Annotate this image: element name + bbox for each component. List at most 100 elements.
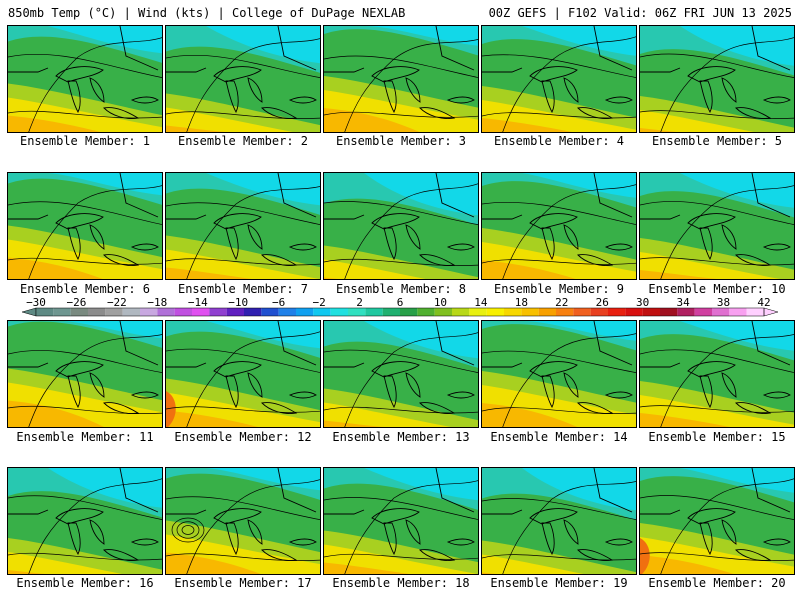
colorbar-tick-label: 6	[397, 296, 404, 309]
ensemble-member-label: Ensemble Member: 4	[493, 134, 625, 148]
temperature-map	[8, 173, 162, 279]
ensemble-member-label: Ensemble Member: 3	[335, 134, 467, 148]
colorbar-swatch	[400, 308, 418, 316]
ensemble-map-panel	[639, 320, 795, 428]
temperature-map	[8, 321, 162, 427]
ensemble-map-panel	[165, 467, 321, 575]
ensemble-map-panel	[165, 172, 321, 280]
colorbar-swatch	[521, 308, 539, 316]
colorbar-tick-label: 2	[356, 296, 363, 309]
colorbar-tick-label: 10	[434, 296, 447, 309]
colorbar-swatch	[538, 308, 556, 316]
colorbar-swatch	[573, 308, 591, 316]
ensemble-member-label: Ensemble Member: 10	[648, 282, 786, 296]
ensemble-map-panel	[481, 467, 637, 575]
ensemble-member-label: Ensemble Member: 6	[19, 282, 151, 296]
colorbar-swatch	[70, 308, 88, 316]
ensemble-map-panel	[7, 172, 163, 280]
colorbar-tick-label: −2	[312, 296, 325, 309]
ensemble-map-panel	[7, 25, 163, 133]
ensemble-member-label: Ensemble Member: 8	[335, 282, 467, 296]
colorbar-swatch	[53, 308, 71, 316]
colorbar-tick-label: −10	[228, 296, 248, 309]
ensemble-member-label: Ensemble Member: 5	[651, 134, 783, 148]
temperature-map	[324, 26, 478, 132]
ensemble-member-label: Ensemble Member: 13	[332, 430, 470, 444]
ensemble-map-panel	[481, 172, 637, 280]
temperature-map	[324, 173, 478, 279]
ensemble-map-panel	[639, 172, 795, 280]
colorbar-swatch	[590, 308, 608, 316]
colorbar-tick-label: −26	[67, 296, 87, 309]
temperature-map	[640, 173, 794, 279]
temperature-map	[482, 468, 636, 574]
colorbar-tick-label: −14	[188, 296, 208, 309]
temperature-map	[166, 468, 320, 574]
colorbar-swatch	[469, 308, 487, 316]
header-run-info: 00Z GEFS | F102 Valid: 06Z FRI JUN 13 20…	[488, 6, 792, 20]
ensemble-map-panel	[639, 25, 795, 133]
colorbar-swatch	[625, 308, 643, 316]
temperature-map	[640, 26, 794, 132]
colorbar-swatch	[244, 308, 262, 316]
colorbar-tick-label: 18	[515, 296, 528, 309]
colorbar-swatch	[330, 308, 348, 316]
colorbar-tick-label: 26	[596, 296, 609, 309]
colorbar-tick-label: 42	[757, 296, 770, 309]
temperature-map	[482, 321, 636, 427]
colorbar-swatch	[296, 308, 314, 316]
colorbar-swatch	[417, 308, 435, 316]
colorbar-swatch	[36, 308, 54, 316]
colorbar-swatch	[642, 308, 660, 316]
temperature-map	[482, 26, 636, 132]
ensemble-member-label: Ensemble Member: 12	[174, 430, 312, 444]
colorbar-tick-label: 38	[717, 296, 730, 309]
colorbar-tick-label: 34	[676, 296, 690, 309]
colorbar-swatch	[226, 308, 244, 316]
colorbar-swatch	[174, 308, 192, 316]
ensemble-member-label: Ensemble Member: 15	[648, 430, 786, 444]
ensemble-map-panel	[7, 467, 163, 575]
colorbar-swatch	[261, 308, 279, 316]
colorbar-swatch	[192, 308, 210, 316]
temperature-map	[640, 468, 794, 574]
colorbar-swatch	[140, 308, 158, 316]
ensemble-map-panel	[481, 25, 637, 133]
ensemble-map-panel	[165, 25, 321, 133]
ensemble-member-label: Ensemble Member: 2	[177, 134, 309, 148]
colorbar-swatch	[556, 308, 574, 316]
ensemble-member-label: Ensemble Member: 18	[332, 576, 470, 590]
ensemble-member-label: Ensemble Member: 1	[19, 134, 151, 148]
colorbar-swatch	[608, 308, 626, 316]
colorbar-swatch	[382, 308, 400, 316]
colorbar-swatch	[157, 308, 175, 316]
temperature-map	[482, 173, 636, 279]
temperature-map	[166, 26, 320, 132]
colorbar-tick-label: 22	[555, 296, 568, 309]
ensemble-map-panel	[7, 320, 163, 428]
ensemble-member-label: Ensemble Member: 17	[174, 576, 312, 590]
colorbar-swatch	[729, 308, 747, 316]
temperature-map	[166, 173, 320, 279]
temperature-map	[166, 321, 320, 427]
colorbar-swatch	[209, 308, 227, 316]
colorbar-tick-label: 14	[474, 296, 488, 309]
ensemble-member-label: Ensemble Member: 20	[648, 576, 786, 590]
colorbar-svg: −30 −26 −22 −18 −14 −10 −6 −2 2 6 10 14 18 22 26 30 34 38…	[21, 296, 779, 317]
temperature-map	[8, 468, 162, 574]
colorbar-swatch	[365, 308, 383, 316]
ensemble-member-label: Ensemble Member: 9	[493, 282, 625, 296]
colorbar-tick-label: 30	[636, 296, 649, 309]
temperature-map	[8, 26, 162, 132]
colorbar-tick-label: −6	[272, 296, 285, 309]
ensemble-map-panel	[323, 320, 479, 428]
colorbar-swatch	[278, 308, 296, 316]
ensemble-map-panel	[323, 467, 479, 575]
ensemble-map-panel	[639, 467, 795, 575]
temperature-colorbar: −30 −26 −22 −18 −14 −10 −6 −2 2 6 10 14 18 22 26 30 34 38…	[0, 296, 800, 318]
temperature-map	[324, 321, 478, 427]
temperature-map	[640, 321, 794, 427]
ensemble-map-panel	[323, 25, 479, 133]
ensemble-member-label: Ensemble Member: 14	[490, 430, 628, 444]
colorbar-tick-label: −22	[107, 296, 127, 309]
